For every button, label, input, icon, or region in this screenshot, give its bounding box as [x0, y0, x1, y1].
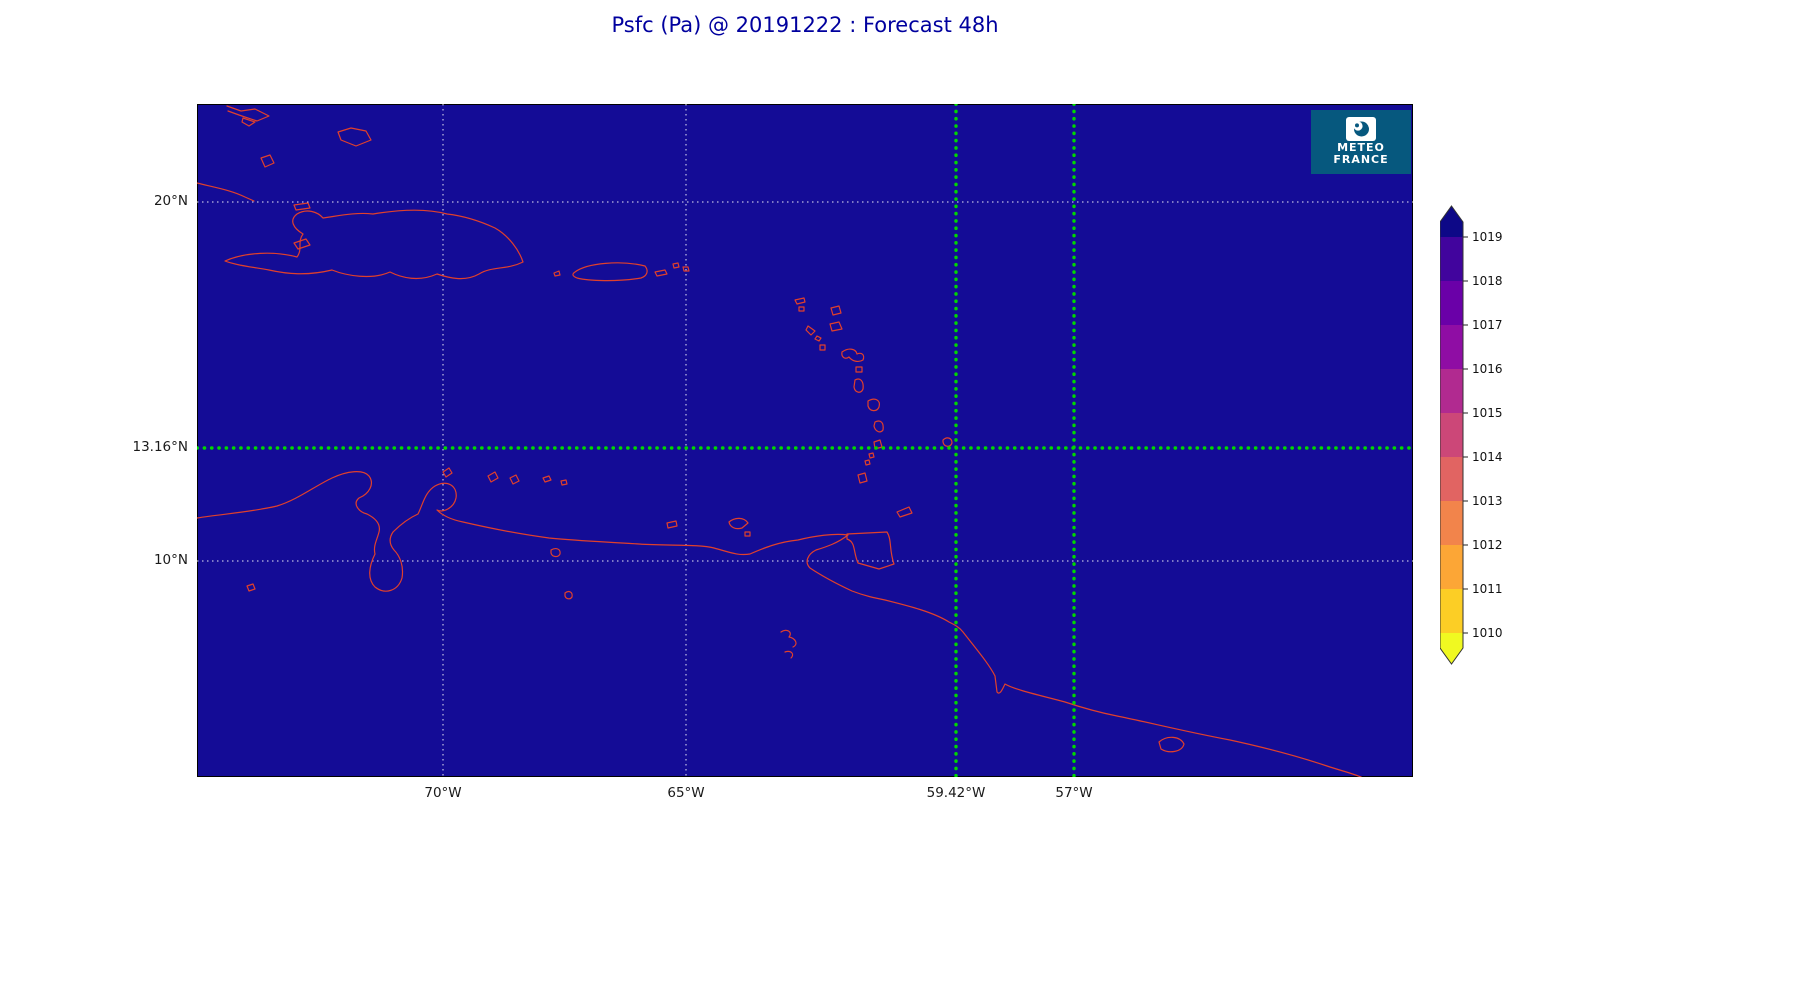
- colorbar-tick-label: 1016: [1472, 362, 1503, 376]
- island-coche: [744, 531, 751, 537]
- island-bonaire: [509, 474, 520, 485]
- coastline-puerto-rico: [572, 262, 648, 282]
- colorbar-segment: [1440, 501, 1463, 545]
- lake-colombia: [246, 583, 256, 592]
- island-guadeloupe: [841, 348, 865, 363]
- colorbar-over-extension: [1440, 222, 1463, 237]
- island-barbuda: [830, 305, 842, 316]
- colorbar-tick-label: 1018: [1472, 274, 1503, 288]
- island-st-martin: [798, 306, 805, 312]
- island-antigua: [829, 321, 843, 332]
- island-curacao: [487, 471, 499, 483]
- island-aruba: [442, 467, 453, 478]
- map-plot: METEO FRANCE: [197, 104, 1413, 777]
- colorbar-segment: [1440, 413, 1463, 457]
- lake-valencia: [550, 548, 561, 558]
- xtick-label: 65°W: [667, 785, 705, 801]
- lagoon-venezuela: [564, 591, 573, 600]
- coastline-hispaniola: [224, 209, 524, 280]
- colorbar-outline: [1439, 205, 1464, 665]
- colorbar-tick-label: 1012: [1472, 538, 1503, 552]
- colorbar-segment: [1440, 457, 1463, 501]
- island-virgin-2: [682, 266, 690, 272]
- island-nevis: [814, 335, 822, 342]
- meteo-france-logo: METEO FRANCE: [1311, 110, 1411, 174]
- coastline-cuba-fragment2: [241, 117, 256, 127]
- colorbar-segment: [1440, 281, 1463, 325]
- island-tobago: [896, 506, 913, 518]
- island-dominica: [853, 378, 864, 393]
- island-montserrat: [819, 344, 826, 351]
- colorbar-arrow-under: [1440, 648, 1463, 664]
- colorbar-segment: [1440, 589, 1463, 633]
- river-orinoco-2: [784, 650, 794, 659]
- island-st-lucia: [873, 420, 884, 433]
- coastline-cuba-fragment: [226, 105, 270, 122]
- island-los-roques-2: [560, 479, 568, 486]
- colorbar-tick-label: 1011: [1472, 582, 1503, 596]
- island-small-nw: [260, 154, 275, 168]
- colorbar-tick-label: 1017: [1472, 318, 1503, 332]
- island-margarita: [728, 517, 749, 530]
- island-grenadines-2: [864, 459, 871, 466]
- ytick-label: 20°N: [153, 193, 188, 209]
- xtick-label: 57°W: [1055, 785, 1093, 801]
- island-virgin-1: [672, 262, 680, 269]
- colorbar-segment: [1440, 369, 1463, 413]
- island-great-inagua: [337, 127, 372, 147]
- colorbar-under-extension: [1440, 633, 1463, 648]
- coastline-trinidad: [846, 531, 895, 570]
- island-anguilla: [794, 297, 806, 305]
- coastline-cuba-south: [197, 182, 255, 202]
- island-martinique: [867, 398, 880, 412]
- island-tortuga: [293, 202, 311, 211]
- river-orinoco-1: [780, 629, 797, 648]
- island-marie-galante: [855, 366, 863, 373]
- coastlines: [197, 105, 1363, 777]
- colorbar-svg: 1019 1018 1017 1016 1015 1014 1013 1012 1011 1010: [1439, 205, 1503, 665]
- island-mona: [553, 270, 561, 277]
- island-los-roques-1: [542, 475, 552, 483]
- colorbar-arrow-over: [1440, 206, 1463, 222]
- gridlines-green-crosshair: [197, 104, 1413, 777]
- gridlines-white: [197, 104, 1413, 777]
- colorbar-tick-label: 1010: [1472, 626, 1503, 640]
- island-coastal-se: [1158, 736, 1185, 753]
- map-background: [197, 104, 1413, 777]
- colorbar-tick-label: 1015: [1472, 406, 1503, 420]
- coastline-south-america: [197, 471, 1363, 777]
- island-grenadines-1: [868, 452, 875, 459]
- logo-text-line1: METEO: [1337, 141, 1385, 154]
- island-barbados: [942, 437, 953, 447]
- island-st-kitts: [805, 325, 816, 336]
- colorbar-segment: [1440, 325, 1463, 369]
- colorbar-tick-label: 1014: [1472, 450, 1503, 464]
- colorbar-segment: [1440, 237, 1463, 281]
- colorbar: 1019 1018 1017 1016 1015 1014 1013 1012 1011 1010: [1439, 200, 1540, 678]
- ytick-label: 13.16°N: [132, 439, 189, 455]
- xtick-label: 59.42°W: [926, 785, 986, 801]
- island-la-tortuga: [666, 520, 678, 529]
- figure-title: Psfc (Pa) @ 20191222 : Forecast 48h: [611, 13, 999, 37]
- logo-text-line2: FRANCE: [1333, 153, 1389, 166]
- colorbar-tick-label: 1013: [1472, 494, 1503, 508]
- meteo-france-logo-icon: [1346, 117, 1376, 141]
- island-vieques: [654, 269, 668, 277]
- ytick-label: 10°N: [153, 552, 188, 568]
- map-svg: [197, 104, 1413, 777]
- xtick-label: 70°W: [424, 785, 462, 801]
- island-gonave: [293, 238, 311, 250]
- island-grenada: [857, 472, 868, 484]
- colorbar-segment: [1440, 545, 1463, 589]
- colorbar-tick-label: 1019: [1472, 230, 1503, 244]
